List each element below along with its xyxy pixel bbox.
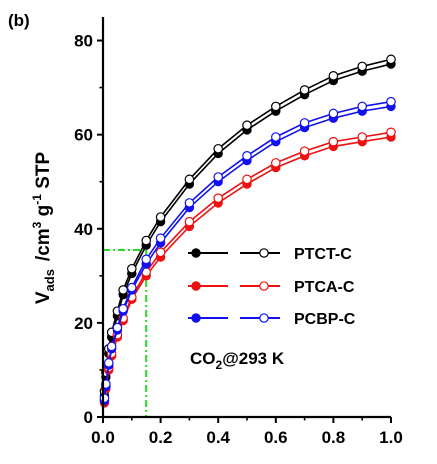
desorption-point-ptct-c <box>357 61 367 72</box>
legend-entry-ptct-c: PTCT-C <box>188 246 352 263</box>
desorption-point-pcbp-c <box>112 322 123 333</box>
desorption-point-ptct-c <box>155 212 166 222</box>
y-axis-title-sup3: 3 <box>30 221 44 228</box>
series-layer <box>99 54 396 408</box>
reference-lines <box>103 248 148 417</box>
y-axis-title-unit-c: STP <box>33 152 54 195</box>
desorption-point-pcbp-c <box>118 303 128 314</box>
x-tick-label: 0.8 <box>322 428 346 447</box>
ticks: 0.0 0.2 0.4 0.6 0.8 1.0 0 20 40 60 80 <box>74 32 403 447</box>
desorption-point-pcbp-c <box>213 172 223 182</box>
desorption-point-ptct-c <box>299 85 310 95</box>
y-tick-label: 40 <box>74 220 93 239</box>
desorption-point-ptct-c <box>270 101 281 112</box>
legend-label-ptca-c: PTCA-C <box>294 279 355 296</box>
legend-desorption-marker <box>259 248 269 258</box>
y-tick-label: 60 <box>74 126 93 145</box>
legend-adsorption-marker <box>191 281 201 291</box>
x-tick-label: 0.0 <box>91 428 115 447</box>
legend-desorption-marker <box>259 313 269 323</box>
gas-temperature-annotation: CO2@293 K <box>190 349 285 372</box>
legend-swatch-ptca-c <box>188 281 280 291</box>
y-tick-label: 0 <box>84 408 93 427</box>
desorption-point-pcbp-c <box>299 118 310 128</box>
legend-label-ptct-c: PTCT-C <box>294 246 352 263</box>
y-axis-title-unit-b: g <box>33 205 54 222</box>
legend-adsorption-marker <box>191 248 201 258</box>
y-axis-title-unit-a: /cm <box>33 228 54 261</box>
desorption-point-pcbp-c <box>106 341 117 352</box>
desorption-point-ptct-c <box>213 143 223 154</box>
desorption-point-ptct-c <box>141 235 151 246</box>
y-tick-label: 20 <box>74 314 93 333</box>
y-axis-title-supm1: -1 <box>30 194 44 205</box>
desorption-point-ptca-c <box>213 193 223 203</box>
y-axis-title: Vads/cm3 g-1 STP <box>30 152 57 305</box>
x-tick-label: 1.0 <box>379 428 403 447</box>
desorption-point-pcbp-c <box>270 132 281 142</box>
desorption-point-pcbp-c <box>184 198 195 208</box>
x-tick-label: 0.2 <box>149 428 173 447</box>
desorption-point-ptca-c <box>386 127 396 138</box>
y-axis-title-sub: ads <box>42 269 57 291</box>
legend-entry-ptca-c: PTCA-C <box>188 279 355 296</box>
x-tick-label: 0.6 <box>264 428 288 447</box>
desorption-point-pcbp-c <box>99 393 110 403</box>
annotation-pre: CO <box>190 349 216 368</box>
desorption-point-ptct-c <box>328 71 339 81</box>
annotation-sub: 2 <box>216 358 223 372</box>
legend-entry-pcbp-c: PCBP-C <box>188 311 356 328</box>
desorption-point-ptca-c <box>184 216 195 227</box>
legend-swatch-pcbp-c <box>188 313 280 323</box>
y-tick-label: 80 <box>74 32 93 51</box>
legend: PTCT-C PTCA-C PCBP-C <box>188 246 356 328</box>
desorption-point-ptca-c <box>299 146 310 156</box>
desorption-point-pcbp-c <box>242 151 252 161</box>
desorption-point-pcbp-c <box>127 282 137 293</box>
svg-text:Vads/cm3 g-1 STP: Vads/cm3 g-1 STP <box>30 152 57 305</box>
desorption-point-pcbp-c <box>141 254 151 265</box>
desorption-point-ptca-c <box>328 136 339 147</box>
desorption-point-ptca-c <box>357 132 367 142</box>
x-tick-label: 0.4 <box>206 428 230 447</box>
desorption-point-pcbp-c <box>328 108 339 119</box>
legend-swatch-ptct-c <box>188 248 280 258</box>
desorption-point-ptct-c <box>242 120 252 131</box>
legend-label-pcbp-c: PCBP-C <box>294 311 356 328</box>
desorption-point-pcbp-c <box>386 96 396 107</box>
desorption-point-pcbp-c <box>103 358 114 368</box>
desorption-point-ptct-c <box>386 54 396 65</box>
desorption-point-ptct-c <box>127 263 137 274</box>
panel-label: (b) <box>8 11 30 30</box>
series-pcbp-c <box>99 96 396 406</box>
desorption-point-ptca-c <box>242 174 252 185</box>
legend-desorption-marker <box>259 281 269 291</box>
desorption-point-ptca-c <box>270 158 281 168</box>
desorption-point-pcbp-c <box>357 101 367 112</box>
desorption-point-ptct-c <box>118 285 128 295</box>
desorption-point-ptca-c <box>155 247 166 258</box>
annotation-post: @293 K <box>222 349 285 368</box>
y-axis-title-main: V <box>33 291 54 304</box>
desorption-point-ptct-c <box>184 174 195 185</box>
legend-adsorption-marker <box>191 313 201 323</box>
desorption-point-pcbp-c <box>155 233 166 243</box>
